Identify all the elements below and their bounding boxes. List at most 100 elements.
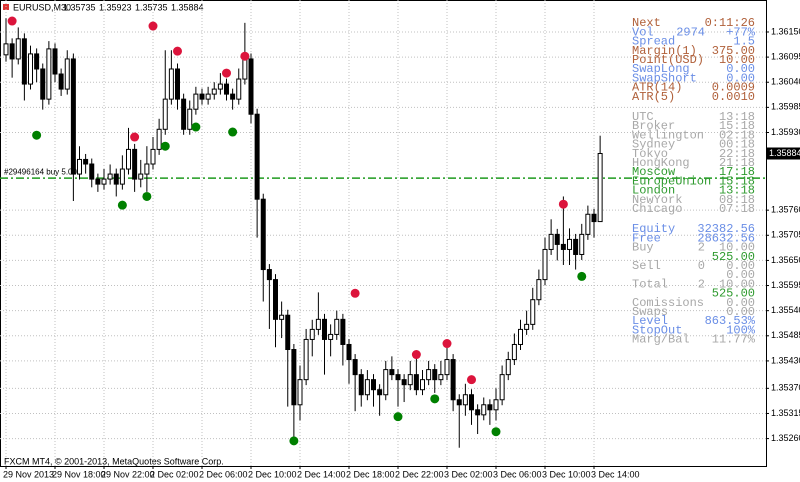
panel-text: 08:18	[719, 193, 755, 207]
panel-text: Sydney	[632, 138, 675, 152]
candle-body	[548, 233, 554, 250]
panel-text: Swaps	[632, 305, 668, 319]
panel-text: SwapShort	[632, 71, 697, 85]
candle-body	[291, 349, 297, 406]
panel-text: 1.5	[733, 35, 755, 49]
candle-body	[40, 68, 46, 100]
y-tick-label: 1.35930	[771, 127, 800, 137]
fractal-down	[430, 394, 440, 404]
candle-body	[181, 98, 187, 130]
header-close: 1.35884	[171, 2, 204, 12]
panel-text: Level	[632, 314, 668, 328]
panel-text: 10.00	[719, 241, 755, 255]
candle-body	[377, 389, 383, 396]
candle-body	[334, 318, 340, 335]
candle-body	[401, 379, 407, 386]
fractal-down	[142, 191, 152, 201]
plot-frame	[0, 0, 767, 467]
candle-body	[113, 173, 119, 185]
candle-body	[364, 379, 370, 396]
candle-body	[536, 279, 542, 301]
candle-body	[554, 233, 560, 245]
candle-body	[187, 108, 193, 130]
panel-text: 10.00	[719, 53, 755, 67]
candle-body	[156, 128, 162, 150]
candle-body	[144, 163, 150, 175]
candle-body	[230, 93, 236, 100]
candle-body	[542, 248, 548, 281]
y-tick-label: 1.35705	[771, 230, 800, 240]
panel-text: Point(USD)	[632, 53, 704, 67]
candle-body	[89, 163, 95, 180]
panel-text: 375.00	[712, 44, 755, 58]
panel-text: 22:18	[719, 147, 755, 161]
panel-text: 0.00	[726, 268, 755, 282]
candle-body	[469, 394, 474, 411]
panel-text: 863.53%	[705, 314, 756, 328]
panel-text: Broker	[632, 119, 675, 133]
candle-body	[499, 374, 505, 401]
candle-body	[15, 38, 21, 60]
panel-text: 00:18	[719, 138, 755, 152]
panel-text: Comissions	[632, 296, 704, 310]
panel-text: Chicago	[632, 202, 682, 216]
candle-body	[567, 238, 572, 250]
candle-body	[273, 279, 278, 320]
candle-body	[597, 153, 603, 223]
header-low: 1.35735	[135, 2, 168, 12]
fractal-down	[289, 436, 299, 446]
fractal-down	[191, 122, 201, 132]
y-tick-label: 1.35430	[771, 355, 800, 365]
candle-body	[21, 38, 27, 85]
x-tick-label: 2 Dec 22:00	[395, 469, 444, 479]
fractal-up	[130, 132, 140, 142]
panel-text: Sell	[632, 259, 661, 273]
fractal-up	[411, 350, 421, 360]
candle-body	[511, 343, 517, 361]
candle-body	[150, 148, 156, 165]
candle-body	[260, 198, 266, 271]
candle-body	[358, 374, 364, 396]
candle-body	[322, 318, 327, 340]
y-tick-label: 1.35760	[771, 205, 800, 215]
candle-body	[175, 68, 180, 100]
panel-text: Moscow	[632, 165, 676, 179]
candle-body	[193, 93, 199, 110]
candle-body	[83, 158, 89, 165]
y-tick-label: 1.36095	[771, 51, 800, 61]
candle-body	[420, 379, 425, 391]
candle-body	[530, 299, 536, 325]
candle-body	[52, 48, 58, 75]
panel-text: 07:18	[719, 202, 755, 216]
candle-body	[591, 213, 597, 223]
fractal-up	[240, 51, 250, 61]
candle-body	[285, 314, 291, 350]
candle-body	[371, 379, 376, 391]
panel-text: Vol	[632, 25, 654, 39]
panel-text: 0:11:26	[705, 16, 755, 30]
panel-text: 0.0009	[712, 81, 755, 95]
panel-text: 13:18	[719, 184, 755, 198]
candle-body	[217, 83, 223, 90]
candle-body	[487, 404, 493, 411]
fractal-down	[160, 141, 170, 151]
panel-text: London	[632, 184, 675, 198]
panel-text: Next	[632, 16, 661, 30]
candle-body	[119, 168, 125, 185]
candle-body	[162, 98, 168, 130]
candle-body	[407, 374, 413, 386]
candle-body	[340, 318, 346, 345]
candle-body	[266, 269, 272, 281]
y-tick-label: 1.35650	[771, 255, 800, 265]
candle-body	[389, 369, 395, 376]
candle-body	[138, 173, 144, 180]
candle-body	[211, 88, 217, 95]
fractal-up	[467, 375, 476, 385]
panel-text: 0.00	[726, 305, 755, 319]
x-tick-label: 29 Nov 18:00	[52, 469, 106, 479]
panel-text: 2	[698, 277, 705, 291]
panel-text: 2	[698, 241, 705, 255]
x-tick-label: 2 Dec 06:00	[199, 469, 248, 479]
candle-body	[383, 369, 389, 396]
